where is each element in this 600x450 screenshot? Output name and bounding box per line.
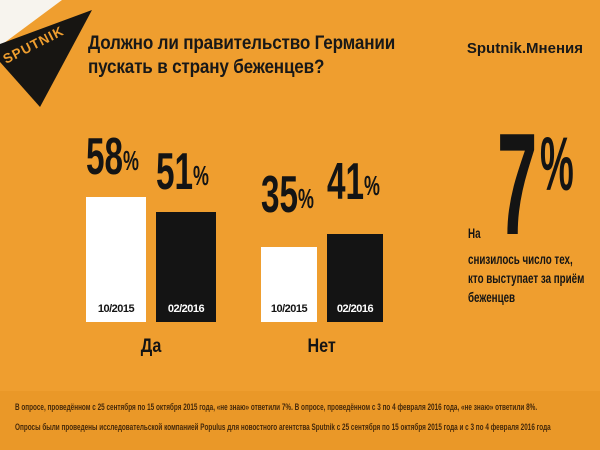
value-label-yes-2016: 51%	[156, 146, 209, 198]
value-number: 41	[327, 153, 365, 211]
percent-sign: %	[193, 160, 209, 191]
bar-column: 41% 02/2016	[327, 156, 383, 322]
poll-question-title: Должно ли правительство Германии пускать…	[88, 33, 396, 78]
category-label-yes: Да	[140, 336, 162, 357]
bars-row: 58% 10/2015 51% 02/2016	[86, 131, 216, 322]
logo-white-corner	[0, 0, 62, 46]
footnote-line-2: Опросы были проведены исследовательской …	[15, 422, 551, 432]
bar-yes-feb2016: 02/2016	[156, 212, 216, 322]
highlight-percent-sign: %	[540, 122, 574, 207]
logo-black-pennant	[0, 10, 92, 107]
value-label-no-2016: 41%	[327, 156, 380, 208]
sputnik-logo-icon: SPUTNIK	[0, 0, 92, 107]
percent-sign: %	[364, 170, 380, 201]
highlight-description: снизилось число тех, кто выступает за пр…	[468, 251, 585, 305]
bars-row: 35% 10/2015 41% 02/2016	[261, 156, 383, 322]
highlight-prefix: На	[468, 225, 481, 241]
category-label-no: Нет	[307, 336, 337, 357]
percent-sign: %	[298, 183, 314, 214]
bar-period-label: 02/2016	[336, 303, 374, 315]
bar-column: 58% 10/2015	[86, 131, 146, 322]
value-number: 35	[261, 166, 299, 224]
bar-period-label: 10/2015	[97, 303, 135, 315]
bar-period-label: 10/2015	[270, 303, 308, 315]
value-label-yes-2015: 58%	[86, 131, 139, 183]
program-label: Sputnik.Мнения	[466, 40, 583, 57]
bar-column: 51% 02/2016	[156, 146, 216, 322]
footnote-line-1: В опросе, проведённом с 25 сентября по 1…	[15, 402, 538, 412]
percent-sign: %	[123, 145, 139, 176]
chart-group-no: 35% 10/2015 41% 02/2016 Нет	[261, 156, 383, 357]
chart-group-yes: 58% 10/2015 51% 02/2016 Да	[86, 131, 216, 357]
bar-no-oct2015: 10/2015	[261, 247, 317, 322]
bar-yes-oct2015: 10/2015	[86, 197, 146, 322]
value-label-no-2015: 35%	[261, 169, 314, 221]
highlight-value: 7	[497, 103, 538, 265]
highlight-block: 7 % На снизилось число тех, кто выступае…	[455, 112, 600, 355]
bar-no-feb2016: 02/2016	[327, 234, 383, 322]
value-number: 51	[156, 143, 194, 201]
bar-period-label: 02/2016	[167, 303, 205, 315]
bar-column: 35% 10/2015	[261, 169, 317, 322]
value-number: 58	[86, 128, 124, 186]
footer-band: В опросе, проведённом с 25 сентября по 1…	[0, 391, 600, 450]
